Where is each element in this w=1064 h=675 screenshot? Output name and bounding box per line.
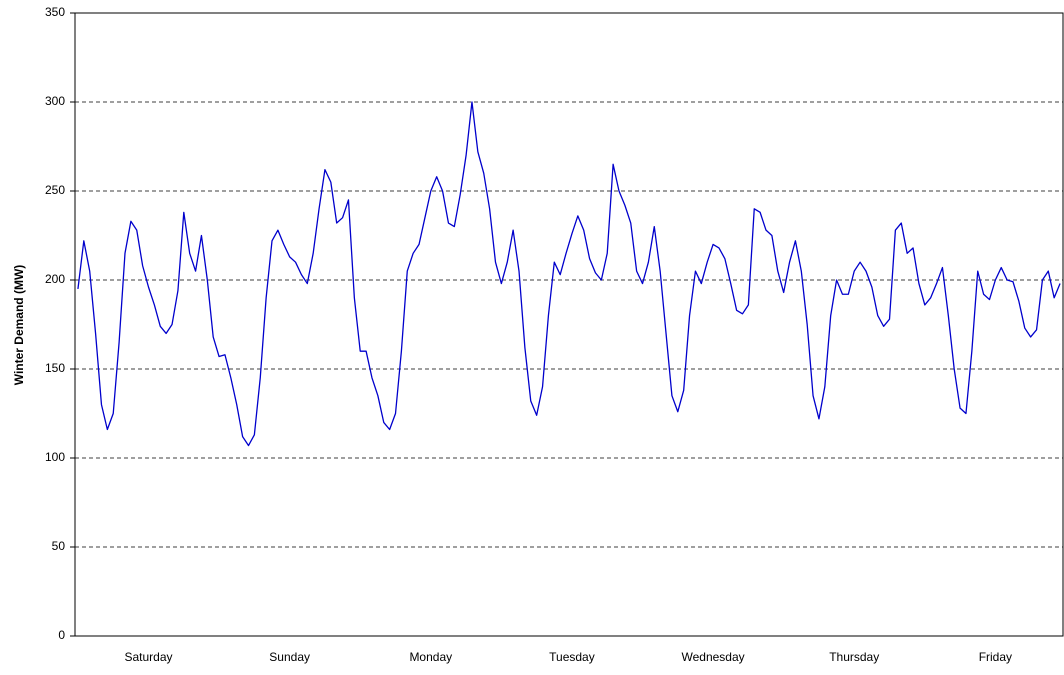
data-line	[77, 101, 1061, 447]
y-tick-label: 300	[45, 94, 65, 108]
x-tick-label: Monday	[409, 650, 452, 664]
y-tick-label: 100	[45, 450, 65, 464]
y-axis-label: Winter Demand (MW)	[12, 265, 26, 386]
x-tick-label: Tuesday	[549, 650, 595, 664]
y-tick-label: 250	[45, 183, 65, 197]
y-tick-label: 350	[45, 5, 65, 19]
x-tick-label: Wednesday	[682, 650, 745, 664]
y-tick-label: 0	[58, 628, 65, 642]
x-tick-label: Friday	[979, 650, 1012, 664]
y-tick-label: 200	[45, 272, 65, 286]
plot-frame	[74, 12, 1064, 637]
y-tick-label: 50	[52, 539, 66, 553]
x-tick-label: Sunday	[269, 650, 310, 664]
x-tick-label: Saturday	[124, 650, 172, 664]
x-tick-label: Thursday	[829, 650, 879, 664]
y-tick-label: 150	[45, 361, 65, 375]
